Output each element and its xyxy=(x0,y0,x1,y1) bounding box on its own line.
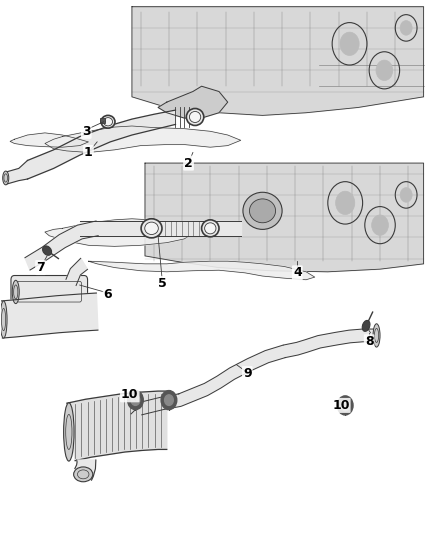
Circle shape xyxy=(376,60,393,80)
Polygon shape xyxy=(158,86,228,118)
Polygon shape xyxy=(6,160,28,184)
Ellipse shape xyxy=(12,280,19,304)
Ellipse shape xyxy=(186,109,204,125)
Polygon shape xyxy=(66,259,88,286)
Polygon shape xyxy=(25,221,98,270)
Text: 4: 4 xyxy=(293,266,302,279)
Polygon shape xyxy=(75,460,96,480)
Polygon shape xyxy=(45,126,241,152)
Ellipse shape xyxy=(42,246,52,255)
Circle shape xyxy=(340,32,359,55)
Polygon shape xyxy=(145,163,424,272)
Text: 8: 8 xyxy=(365,335,374,348)
Ellipse shape xyxy=(141,219,162,238)
Text: 7: 7 xyxy=(36,261,45,274)
Circle shape xyxy=(336,191,355,215)
Text: 9: 9 xyxy=(243,367,251,380)
Ellipse shape xyxy=(189,111,201,123)
Polygon shape xyxy=(28,110,176,179)
FancyBboxPatch shape xyxy=(11,276,88,308)
Text: 6: 6 xyxy=(104,288,112,301)
Ellipse shape xyxy=(0,301,7,338)
Ellipse shape xyxy=(373,324,380,347)
Circle shape xyxy=(400,188,412,202)
Polygon shape xyxy=(140,394,180,415)
Ellipse shape xyxy=(3,171,9,185)
Polygon shape xyxy=(132,7,424,115)
Polygon shape xyxy=(0,293,98,338)
Polygon shape xyxy=(80,221,241,236)
Circle shape xyxy=(131,395,140,406)
Circle shape xyxy=(161,391,177,410)
Circle shape xyxy=(165,395,173,406)
Ellipse shape xyxy=(64,403,74,461)
Polygon shape xyxy=(45,219,193,246)
Circle shape xyxy=(400,21,412,35)
Ellipse shape xyxy=(101,115,115,128)
Bar xyxy=(100,118,105,123)
Ellipse shape xyxy=(250,199,276,223)
Circle shape xyxy=(372,215,389,236)
Text: 1: 1 xyxy=(84,146,93,159)
Text: 2: 2 xyxy=(184,157,193,169)
Ellipse shape xyxy=(74,467,93,482)
Polygon shape xyxy=(178,345,286,406)
Ellipse shape xyxy=(103,118,113,126)
Ellipse shape xyxy=(362,320,370,332)
Text: 5: 5 xyxy=(158,277,167,290)
Text: 10: 10 xyxy=(332,399,350,412)
Ellipse shape xyxy=(201,220,219,237)
Ellipse shape xyxy=(205,223,216,234)
Ellipse shape xyxy=(145,222,158,235)
Circle shape xyxy=(341,400,350,411)
Circle shape xyxy=(337,396,353,415)
Circle shape xyxy=(127,391,143,410)
Polygon shape xyxy=(67,391,167,461)
Text: 3: 3 xyxy=(82,125,91,138)
Polygon shape xyxy=(10,133,88,147)
Ellipse shape xyxy=(243,192,282,229)
Polygon shape xyxy=(88,261,315,280)
Text: 10: 10 xyxy=(121,389,138,401)
Polygon shape xyxy=(283,329,374,358)
